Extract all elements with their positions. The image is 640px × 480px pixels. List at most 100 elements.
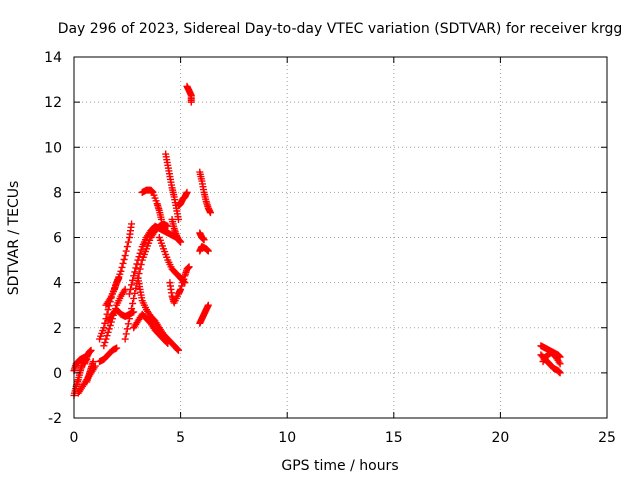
y-tick-label: 14 (44, 50, 62, 66)
data-point (115, 274, 123, 282)
data-point (121, 252, 129, 260)
y-tick-label: -2 (48, 411, 62, 427)
data-point (123, 325, 131, 333)
series-track-4 (81, 346, 95, 368)
data-point (133, 260, 141, 268)
y-tick-label: 6 (53, 231, 62, 247)
data-point (174, 215, 182, 223)
axis-ticks: 0 5 10 15 20 25 -2 0 2 4 6 8 10 12 14 (44, 50, 616, 446)
data-point (134, 256, 142, 264)
series-track-6 (96, 344, 121, 366)
series-track-19 (166, 263, 193, 307)
data-point (177, 285, 185, 293)
data-point (125, 315, 133, 323)
y-tick-label: 8 (53, 185, 62, 201)
data-point (174, 346, 182, 354)
data-point (123, 243, 131, 251)
y-tick-label: 2 (53, 321, 62, 337)
data-point (157, 215, 165, 223)
x-tick-label: 0 (70, 430, 79, 446)
data-point (106, 321, 114, 329)
data-point (204, 247, 212, 255)
data-point (100, 342, 108, 350)
data-point (125, 290, 133, 298)
data-point (124, 320, 132, 328)
data-point (117, 267, 125, 275)
data-point (204, 301, 212, 309)
data-point (126, 310, 134, 318)
data-point (136, 265, 144, 273)
data-point (100, 324, 108, 332)
series-track-15 (138, 186, 165, 223)
data-point (556, 369, 564, 377)
y-tick-label: 0 (53, 366, 62, 382)
data-point (104, 306, 112, 314)
data-point (126, 285, 134, 293)
data-points (70, 82, 564, 399)
x-tick-label: 10 (278, 430, 296, 446)
data-point (87, 346, 95, 354)
series-track-5 (83, 358, 97, 386)
data-point (131, 268, 139, 276)
data-point (137, 246, 145, 254)
series-track-16 (162, 150, 182, 223)
series-track-23 (196, 229, 208, 244)
data-point (103, 332, 111, 340)
data-point (101, 338, 109, 346)
data-point (113, 344, 121, 352)
series-track-28 (539, 349, 564, 368)
data-point (124, 238, 132, 246)
series-track-14 (134, 274, 182, 354)
series-track-8 (100, 285, 129, 350)
x-tick-label: 20 (491, 430, 509, 446)
series-track-13 (130, 310, 172, 348)
data-point (187, 98, 195, 106)
series-track-24 (196, 243, 212, 255)
data-point (122, 330, 130, 338)
series-track-10 (102, 274, 123, 309)
series-track-20 (168, 215, 185, 246)
data-point (122, 247, 130, 255)
x-tick-label: 5 (176, 430, 185, 446)
data-point (135, 253, 143, 261)
y-axis-label: SDTVAR / TECUs (6, 181, 22, 296)
data-point (130, 294, 138, 302)
y-tick-label: 10 (44, 140, 62, 156)
data-point (89, 358, 97, 366)
data-point (105, 325, 113, 333)
series-track-25 (196, 301, 212, 327)
grid (74, 57, 607, 418)
data-point (164, 222, 172, 230)
y-tick-label: 4 (53, 276, 62, 292)
data-point (185, 263, 193, 271)
data-point (129, 299, 137, 307)
data-point (178, 282, 186, 290)
data-point (180, 275, 188, 283)
data-point (128, 305, 136, 313)
chart-title: Day 296 of 2023, Sidereal Day-to-day VTE… (58, 21, 623, 37)
data-point (556, 360, 564, 368)
data-point (132, 264, 140, 272)
x-tick-label: 25 (598, 430, 616, 446)
data-point (130, 272, 138, 280)
series-track-21 (183, 82, 195, 106)
series-track-17 (174, 188, 191, 210)
data-point (118, 263, 126, 271)
data-point (121, 335, 129, 343)
data-point (119, 259, 127, 267)
data-point (128, 220, 136, 228)
data-point (102, 335, 110, 343)
data-point (128, 281, 136, 289)
data-point (183, 188, 191, 196)
series-track-22 (196, 168, 214, 217)
data-point (129, 276, 137, 284)
data-point (177, 238, 185, 246)
data-point (104, 328, 112, 336)
data-point (200, 236, 208, 244)
data-point (120, 255, 128, 263)
x-tick-label: 15 (385, 430, 403, 446)
x-axis-label: GPS time / hours (281, 458, 398, 474)
data-point (135, 270, 143, 278)
data-point (206, 209, 214, 217)
